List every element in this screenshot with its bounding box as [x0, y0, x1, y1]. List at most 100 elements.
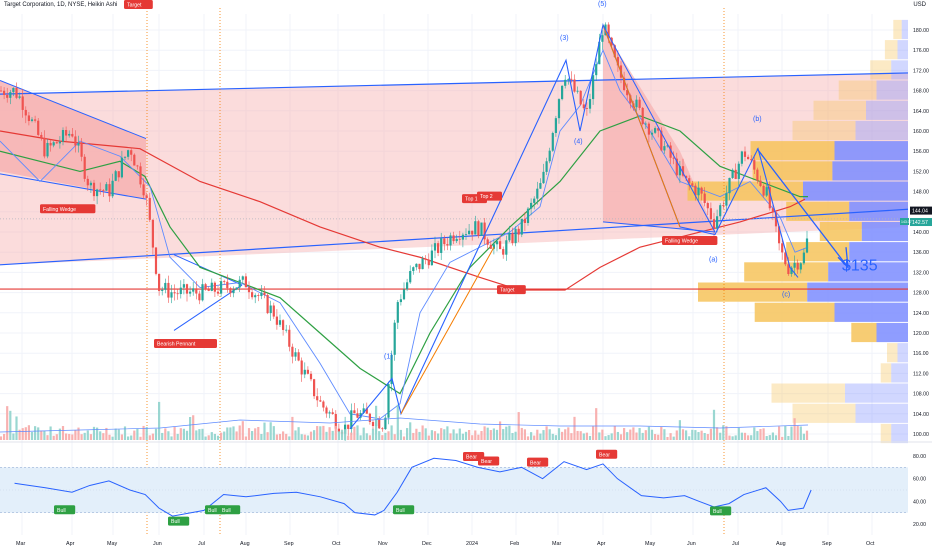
volume-profile-sell	[866, 100, 908, 120]
candle-body	[92, 182, 96, 197]
candle-body	[300, 360, 303, 375]
candle-body	[3, 90, 6, 95]
volume-profile-sell	[891, 60, 908, 80]
volume-bar	[694, 430, 697, 440]
candle-body	[362, 408, 365, 414]
volume-bar	[709, 428, 712, 440]
volume-bar	[328, 427, 331, 440]
volume-profile-buy	[752, 161, 833, 181]
candle-body	[697, 187, 700, 196]
candle-body	[30, 119, 34, 121]
price-label-3-bg	[900, 218, 909, 226]
volume-bar	[6, 406, 9, 440]
volume-bar	[275, 434, 278, 440]
candle-body	[356, 413, 359, 418]
candle-body	[750, 159, 753, 161]
candle-body	[303, 369, 306, 375]
volume-profile-sell	[861, 221, 908, 242]
volume-bar	[399, 429, 402, 440]
volume-bar	[142, 425, 145, 440]
candle-body	[520, 218, 523, 235]
candle-body	[440, 238, 443, 253]
candle-body	[55, 142, 58, 144]
candle-body	[731, 169, 734, 178]
candle-body	[37, 120, 40, 135]
volume-bar	[762, 428, 765, 440]
candle-body	[365, 408, 368, 414]
candle-body	[471, 230, 474, 235]
candle-body	[71, 133, 74, 137]
candle-body	[89, 182, 92, 186]
last-price-label: 142.57	[912, 220, 928, 226]
volume-bar	[477, 434, 480, 440]
volume-profile-buy	[838, 80, 877, 100]
candle-body	[452, 235, 455, 242]
rsi-tick-label: 60.00	[913, 477, 926, 483]
volume-bar	[551, 433, 554, 440]
candle-body	[337, 428, 340, 432]
candle-body	[195, 288, 198, 294]
falling-wedge-left	[0, 80, 146, 200]
candle-body	[685, 175, 688, 179]
volume-bar	[120, 434, 123, 440]
rsi-bull-tag-bg	[710, 506, 732, 516]
candle-body	[251, 292, 254, 298]
volume-bar	[604, 436, 607, 440]
candle-body	[647, 123, 650, 135]
volume-bar	[207, 435, 210, 440]
x-tick-label: Mar	[552, 541, 561, 547]
volume-profile-buy	[786, 201, 850, 221]
candle-body	[278, 320, 282, 325]
candle-body	[192, 288, 195, 292]
volume-bar	[805, 430, 809, 440]
volume-bar	[12, 433, 15, 440]
volume-bar	[303, 434, 306, 440]
volume-bar	[461, 433, 464, 440]
volume-bar	[350, 432, 353, 440]
volume-bar	[691, 429, 694, 440]
candle-body	[437, 243, 440, 253]
volume-bar	[632, 427, 635, 440]
volume-bar	[68, 433, 71, 440]
candle-body	[328, 412, 331, 414]
volume-bar	[700, 430, 703, 440]
candle-body	[489, 244, 492, 249]
volume-profile-sell	[807, 282, 908, 302]
volume-bar	[334, 425, 337, 440]
volume-bar	[316, 426, 319, 440]
candle-body	[446, 244, 449, 246]
price-tick-label: 100.00	[913, 432, 929, 438]
volume-bar	[765, 436, 768, 440]
candle-body	[207, 289, 210, 291]
candle-body	[554, 118, 557, 133]
orange-wave-line-2	[602, 24, 681, 228]
candle-body	[734, 169, 737, 179]
volume-bar	[158, 401, 161, 440]
volume-bar	[198, 429, 201, 440]
wave-label-1: (1)	[384, 353, 393, 360]
volume-profile-buy	[792, 403, 856, 423]
candle-body	[536, 188, 539, 199]
volume-profile-sell	[849, 242, 908, 262]
candle-body	[331, 412, 334, 415]
rsi-tick-label: 40.00	[913, 499, 926, 505]
candle-body	[344, 424, 347, 434]
volume-bar	[117, 429, 120, 440]
price-tick-label: 132.00	[913, 270, 929, 276]
volume-bar	[508, 425, 511, 440]
volume-bar	[294, 430, 297, 440]
volume-bar	[629, 429, 632, 440]
volume-bar	[396, 404, 399, 440]
volume-bar	[759, 429, 762, 440]
volume-bar	[421, 425, 424, 440]
volume-bar	[446, 426, 449, 440]
candle-body	[102, 190, 105, 191]
volume-bar	[232, 426, 235, 440]
candle-body	[127, 150, 130, 157]
candle-body	[654, 128, 657, 133]
candle-body	[629, 95, 632, 104]
volume-bar	[285, 433, 288, 440]
volume-bar	[30, 431, 34, 440]
candle-body	[68, 133, 71, 136]
